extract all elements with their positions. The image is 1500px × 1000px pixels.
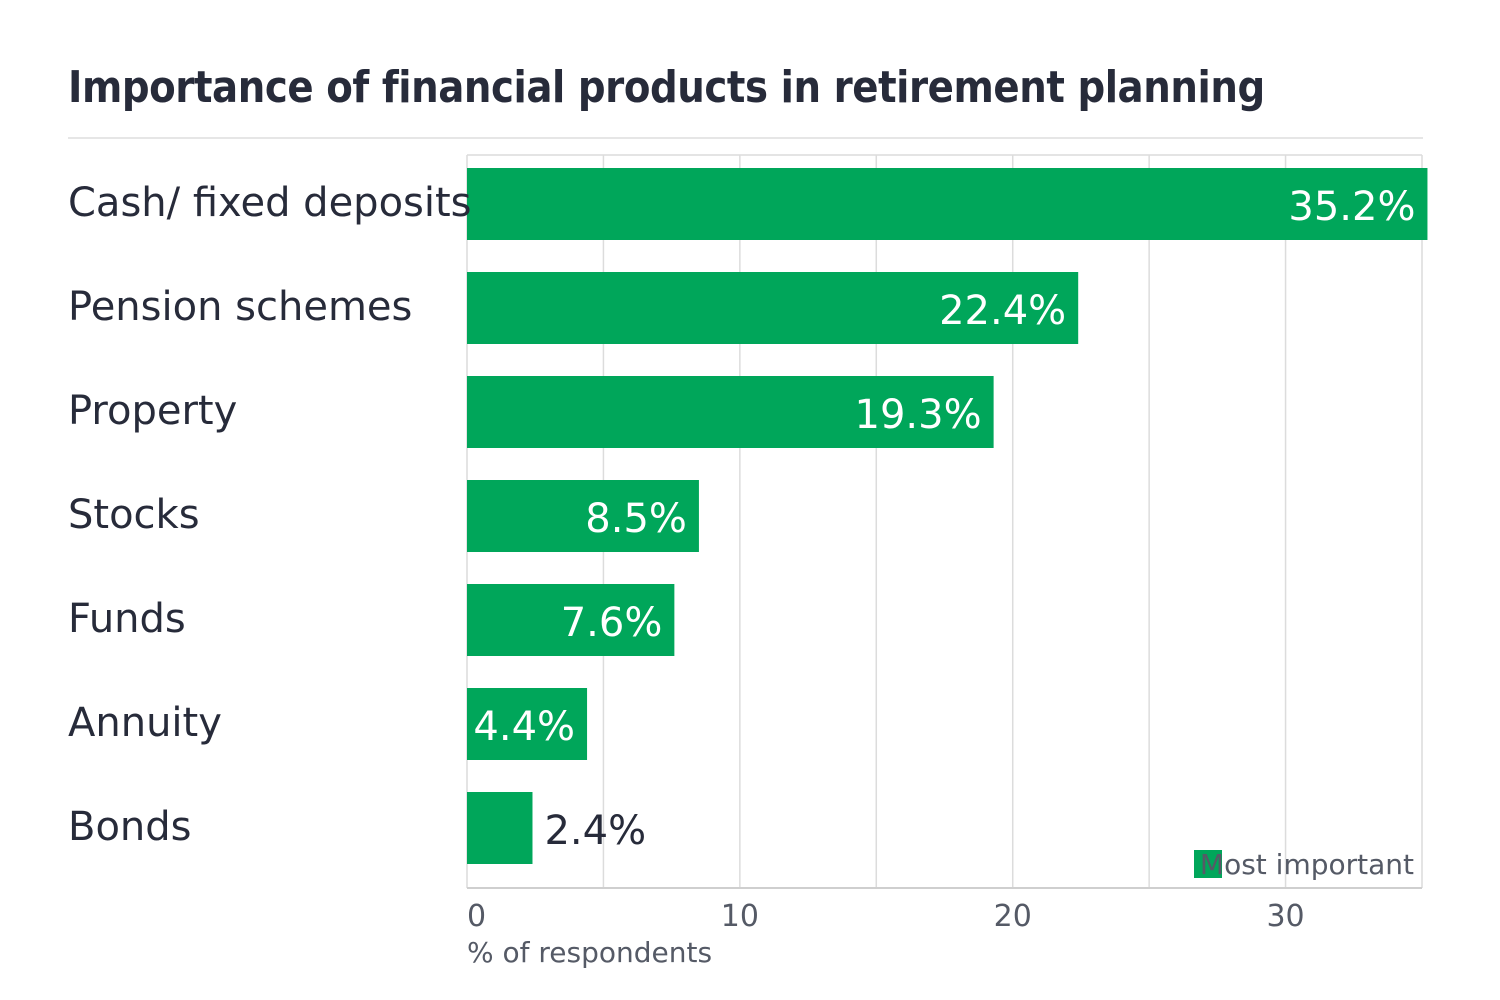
data-label: 7.6% xyxy=(561,600,663,646)
bar xyxy=(467,168,1428,240)
x-tick-label: 20 xyxy=(994,899,1032,934)
data-label: 8.5% xyxy=(585,496,687,542)
x-axis-label: % of respondents xyxy=(467,936,712,969)
bar xyxy=(467,272,1079,344)
bar xyxy=(467,480,699,552)
bar xyxy=(467,688,588,760)
category-label: Cash/ fixed deposits xyxy=(68,180,472,226)
category-label: Stocks xyxy=(68,492,200,538)
category-label: Bonds xyxy=(68,804,192,850)
title-divider xyxy=(68,137,1423,139)
chart-title: Importance of financial products in reti… xyxy=(68,62,1265,113)
legend-label: Most important xyxy=(1200,848,1414,881)
x-tick-label: 0 xyxy=(467,899,486,934)
category-label: Pension schemes xyxy=(68,284,412,330)
legend-swatch xyxy=(1194,850,1222,878)
category-label: Annuity xyxy=(68,700,222,746)
category-label: Funds xyxy=(68,596,186,642)
data-label: 19.3% xyxy=(855,392,982,438)
data-label: 2.4% xyxy=(544,808,646,854)
data-label: 22.4% xyxy=(939,288,1066,334)
x-tick-label: 30 xyxy=(1266,899,1304,934)
bar xyxy=(467,792,533,864)
bar xyxy=(467,584,675,656)
data-label: 35.2% xyxy=(1288,184,1415,230)
category-label: Property xyxy=(68,388,237,434)
data-label: 4.4% xyxy=(473,704,575,750)
bar xyxy=(467,376,994,448)
x-tick-label: 10 xyxy=(721,899,759,934)
